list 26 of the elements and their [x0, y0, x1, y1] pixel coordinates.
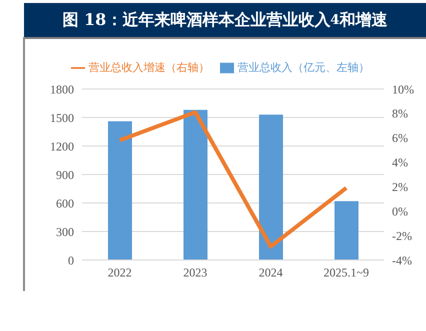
y-tick-label: 1500: [50, 110, 74, 125]
y2-tick-label: -4%: [392, 253, 412, 268]
x-tick-label: 2025.1~9: [324, 266, 369, 280]
bar: [108, 121, 132, 260]
legend-label: 营业总收入（亿元、左轴）: [238, 61, 370, 74]
y2-tick-label: 8%: [392, 106, 408, 121]
bar: [259, 114, 283, 260]
y-tick-label: 0: [68, 253, 74, 268]
y-tick-label: 300: [56, 224, 74, 239]
x-tick-label: 2022: [108, 266, 132, 280]
legend-label: 营业总收入增速（右轴）: [88, 61, 210, 74]
y2-tick-label: 4%: [392, 156, 408, 170]
y2-tick-label: 6%: [392, 131, 408, 146]
x-tick-label: 2024: [258, 266, 283, 280]
x-tick-label: 2023: [183, 266, 208, 280]
y-tick-label: 600: [56, 196, 74, 210]
y-tick-label: 1200: [50, 139, 74, 154]
y2-tick-label: -2%: [392, 228, 412, 243]
y-tick-label: 900: [56, 168, 74, 182]
line-series: [118, 110, 348, 249]
bar: [334, 201, 358, 260]
bar: [184, 110, 208, 260]
y-tick-label: 1800: [50, 82, 74, 96]
y2-tick-label: 10%: [392, 82, 414, 96]
y2-tick-label: 0%: [392, 204, 408, 218]
y2-tick-label: 2%: [392, 180, 408, 194]
